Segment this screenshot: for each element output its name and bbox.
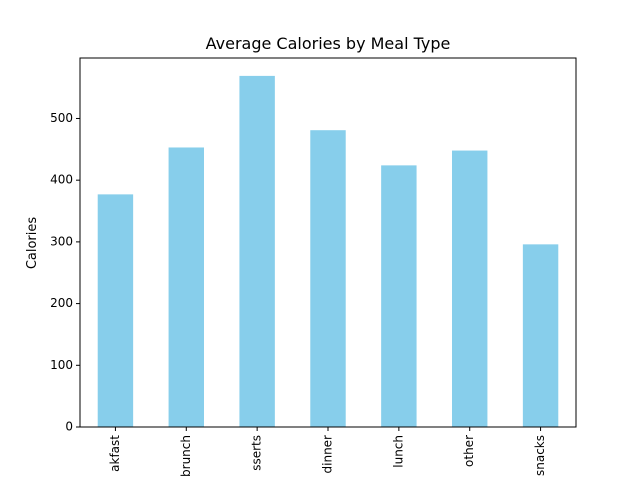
- bar-lunch: [381, 165, 417, 427]
- bar-desserts: [239, 75, 275, 427]
- x-tick-label-brunch: brunch: [179, 435, 193, 477]
- x-tick-label-snacks: snacks: [533, 435, 547, 476]
- bar-other: [452, 150, 488, 427]
- y-tick-label-0: 0: [65, 420, 73, 434]
- x-tick-label-other: other: [462, 435, 476, 467]
- x-tick-label-dinner: dinner: [321, 435, 335, 474]
- bar-breakfast: [97, 194, 134, 427]
- y-tick-label-400: 400: [50, 173, 73, 187]
- chart-title: Average Calories by Meal Type: [206, 34, 451, 53]
- x-tick-label-desserts: sserts: [250, 435, 264, 471]
- x-tick-label-breakfast: akfast: [108, 435, 122, 472]
- x-tick-label-lunch: lunch: [391, 435, 405, 468]
- y-tick-label-500: 500: [50, 111, 73, 125]
- y-tick-label-200: 200: [50, 296, 73, 310]
- bars-group: [97, 75, 559, 427]
- bar-brunch: [168, 147, 204, 427]
- x-ticks-group: akfast brunch sserts dinner lunch other snacks: [108, 427, 547, 477]
- y-ticks-group: 0 100 200 300 400 500: [50, 111, 80, 434]
- plot-frame: [79, 57, 577, 428]
- y-tick-label-100: 100: [50, 358, 73, 372]
- bar-dinner: [310, 130, 346, 427]
- bar-snacks: [522, 244, 559, 427]
- y-tick-label-300: 300: [50, 234, 73, 248]
- y-axis-label: Calories: [25, 217, 40, 270]
